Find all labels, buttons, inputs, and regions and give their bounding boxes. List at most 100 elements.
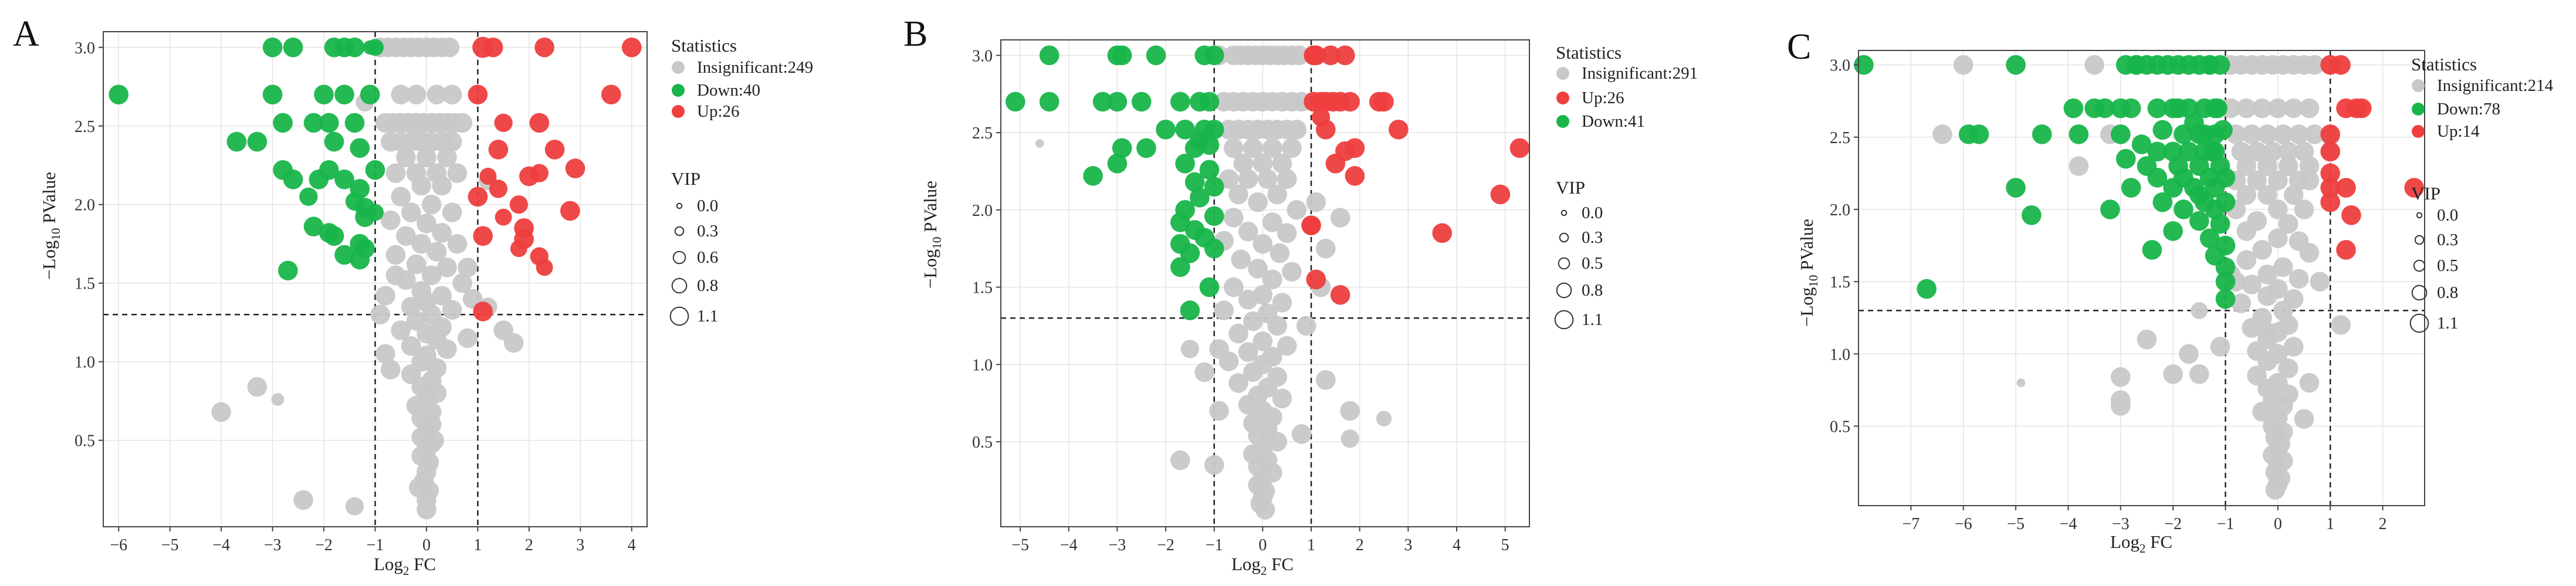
point-insig — [1218, 169, 1239, 189]
point-down — [1136, 138, 1156, 158]
point-insig — [458, 328, 478, 348]
panel-c-y-ticks: 0.5 1.0 1.5 2.0 2.5 3.0 — [1830, 57, 1859, 436]
y-tick-label: 3.0 — [972, 47, 993, 65]
point-down — [2199, 228, 2220, 249]
y-tick-label: 0.5 — [1830, 418, 1850, 436]
point-insig — [2137, 329, 2157, 350]
point-down — [2215, 289, 2236, 309]
point-down — [2115, 148, 2136, 169]
x-tick-label: 1 — [2326, 515, 2334, 533]
panel-a-legend-vip-title: VIP — [671, 168, 700, 189]
panel-c-points — [1854, 55, 2424, 500]
point-insig — [2299, 170, 2320, 191]
point-insig — [2247, 141, 2267, 162]
panel-b-legend-statistics-title: Statistics — [1556, 42, 1622, 63]
point-insig — [1243, 138, 1263, 158]
point-insig — [1287, 120, 1307, 140]
point-up — [544, 140, 565, 160]
x-tick-label: 0 — [1258, 536, 1267, 554]
point-insig — [1248, 259, 1268, 279]
x-tick-label: −4 — [1060, 536, 1078, 554]
point-insig — [406, 254, 426, 275]
point-insig — [1209, 339, 1229, 359]
point-insig — [1238, 342, 1258, 363]
panel-b-points — [1005, 45, 1530, 520]
panel-a-x-ticks: −6 −5 −4 −3 −2 −1 0 1 2 3 4 — [110, 527, 636, 554]
point-insig — [2236, 221, 2257, 241]
panel-b-y-ticks: 0.5 1.0 1.5 2.0 2.5 3.0 — [972, 47, 1001, 452]
point-insig — [2299, 156, 2320, 176]
panel-c-frame — [1858, 50, 2425, 506]
point-insig — [2283, 337, 2304, 357]
legend-vip-size-icon — [672, 250, 686, 265]
point-down — [2215, 272, 2236, 292]
x-tick-label: −1 — [2217, 515, 2235, 533]
legend-vip-size-icon — [676, 202, 683, 209]
point-down — [1083, 166, 1103, 186]
point-down — [2189, 211, 2209, 231]
point-insig — [2252, 240, 2272, 260]
point-insig — [2257, 351, 2277, 371]
point-down — [2189, 185, 2209, 205]
panel-letter-b: B — [903, 14, 928, 54]
point-down — [1969, 124, 1989, 144]
panel-c-legend-statistics-title: Statistics — [2411, 54, 2477, 74]
point-insig — [380, 210, 401, 231]
legend-vip-size-icon — [1554, 310, 1574, 330]
point-insig — [409, 477, 429, 497]
point-down — [1190, 187, 1210, 208]
point-insig — [385, 163, 406, 183]
point-down — [2174, 199, 2194, 219]
point-down — [2199, 55, 2220, 75]
x-tick-label: −3 — [2112, 515, 2130, 533]
point-up — [534, 37, 554, 57]
point-up — [473, 302, 493, 321]
point-insig — [447, 233, 468, 254]
point-down — [1107, 92, 1128, 112]
legend-vip-size-icon — [2409, 313, 2429, 333]
legend-label-down: Down:40 — [697, 81, 760, 100]
x-tick-label: 4 — [1453, 536, 1461, 554]
point-down — [360, 84, 380, 104]
panel-b-y-axis-title: −Log10 PValue — [920, 181, 944, 289]
point-insig — [2236, 98, 2257, 118]
point-insig — [2265, 480, 2286, 500]
point-up — [565, 158, 585, 178]
x-tick-label: 3 — [1404, 536, 1412, 554]
point-insig — [1223, 277, 1244, 297]
point-down — [1204, 45, 1224, 66]
point-insig — [2299, 243, 2320, 263]
point-insig — [211, 402, 231, 422]
x-tick-label: −3 — [1108, 536, 1126, 554]
point-down — [2006, 55, 2026, 75]
y-tick-label: 3.0 — [1830, 57, 1850, 75]
point-down — [2205, 178, 2225, 198]
point-up — [495, 208, 512, 226]
legend-vip-label: 0.5 — [1582, 254, 1603, 273]
legend-vip-size-icon — [674, 226, 685, 236]
point-down — [2142, 240, 2162, 260]
point-insig — [437, 258, 457, 277]
x-tick-label: −5 — [161, 536, 179, 554]
point-down — [1039, 45, 1059, 66]
point-insig — [2016, 378, 2026, 387]
x-tick-label: 1 — [1307, 536, 1315, 554]
y-tick-label: 0.5 — [75, 432, 95, 450]
point-up — [1432, 223, 1453, 243]
point-down — [226, 131, 247, 152]
point-insig — [1243, 311, 1263, 331]
point-insig — [1291, 424, 1312, 444]
panel-c-x-ticks: −7 −6 −5 −4 −3 −2 −1 0 1 2 — [1902, 506, 2387, 533]
point-up — [1330, 284, 1350, 305]
legend-label-down: Down:41 — [1582, 112, 1645, 131]
point-insig — [1228, 184, 1248, 205]
point-down — [2147, 141, 2168, 162]
point-down — [2168, 98, 2188, 118]
panel-c-legend-vip-title: VIP — [2411, 183, 2440, 204]
point-up — [1345, 166, 1365, 186]
x-tick-label: −7 — [1902, 515, 1920, 533]
point-up — [2320, 178, 2340, 198]
point-down — [324, 131, 344, 152]
point-insig — [2289, 124, 2309, 144]
